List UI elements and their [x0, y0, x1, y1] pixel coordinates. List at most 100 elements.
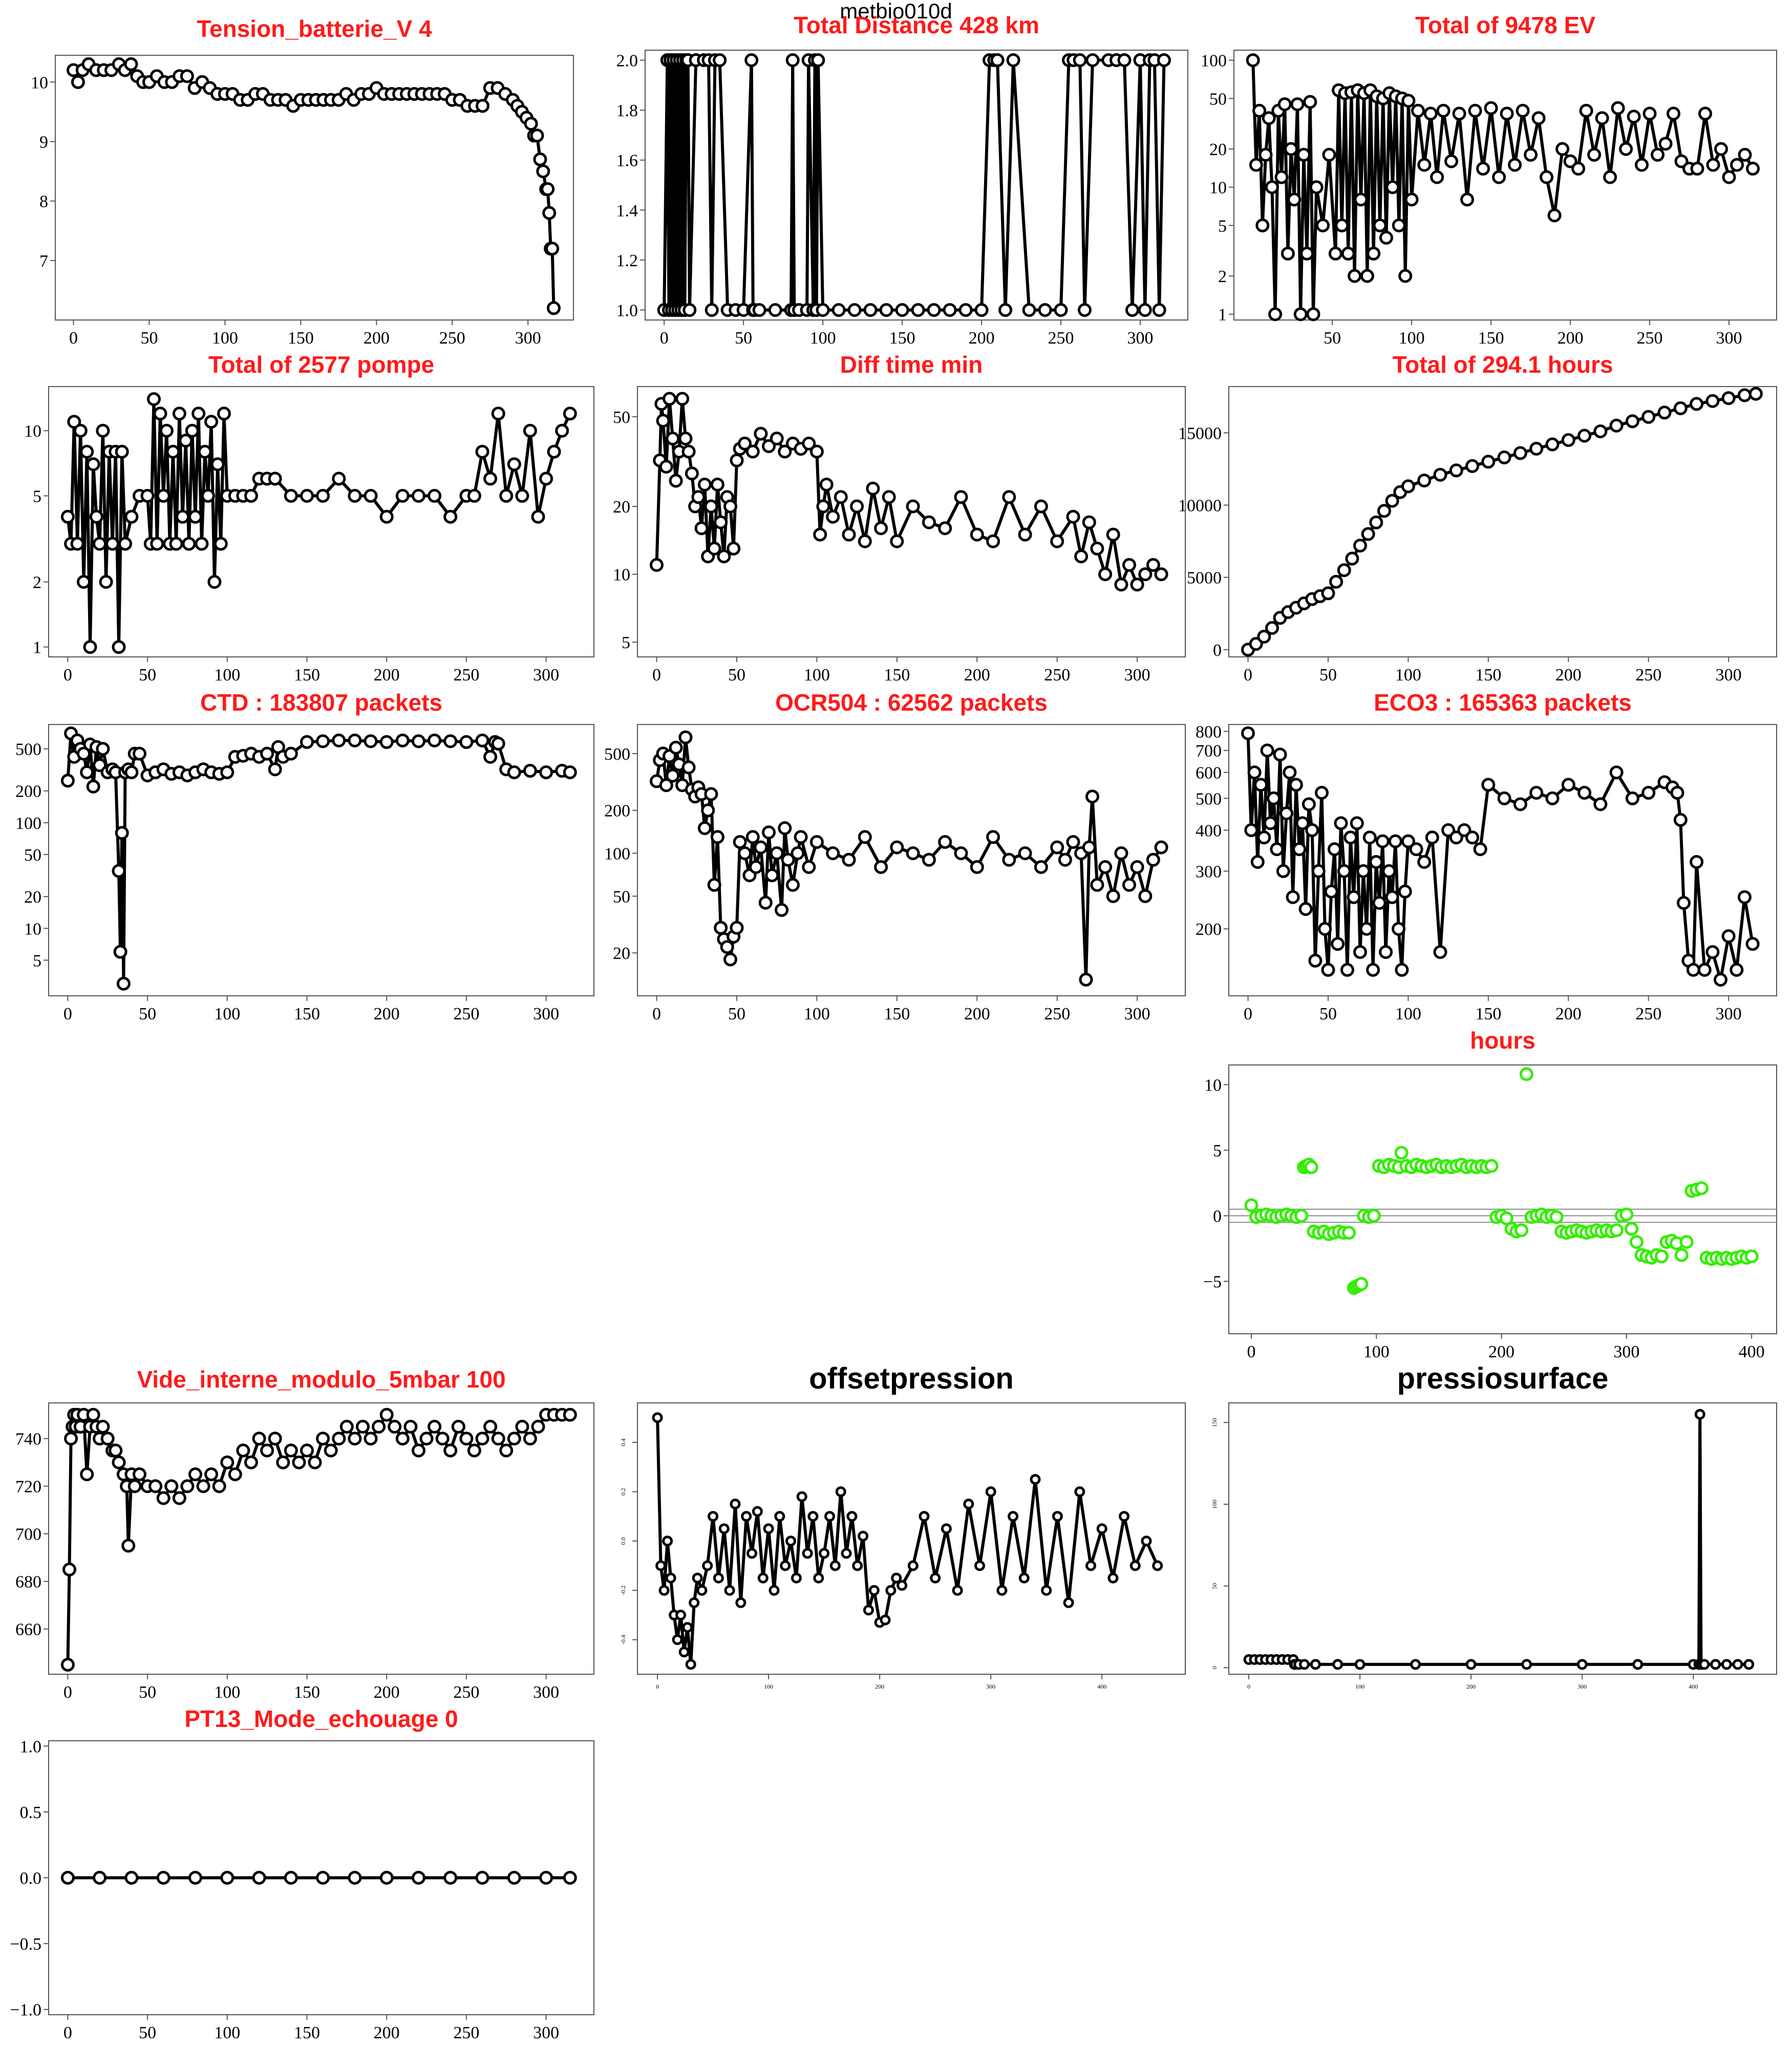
data-point	[744, 53, 759, 67]
data-point	[97, 63, 111, 77]
data-point	[850, 499, 864, 514]
x-tick-label: 50	[1319, 666, 1337, 685]
data-point	[1271, 1654, 1282, 1665]
data-point	[1337, 1226, 1351, 1240]
data-point	[874, 521, 888, 536]
data-point	[1385, 180, 1400, 195]
data-point	[1382, 1158, 1396, 1172]
data-point	[1475, 1159, 1488, 1173]
x-tick-label: 250	[453, 1683, 479, 1702]
data-point	[768, 303, 782, 317]
data-point	[786, 878, 800, 892]
data-point	[718, 1523, 730, 1534]
data-point	[1529, 785, 1544, 800]
data-point	[1695, 1659, 1706, 1670]
data-point	[1635, 158, 1649, 172]
data-point	[710, 477, 724, 492]
data-point	[890, 534, 904, 548]
data-point	[729, 303, 743, 317]
data-point	[491, 1432, 505, 1446]
data-point	[1430, 1158, 1443, 1172]
data-point	[1324, 884, 1338, 899]
data-point	[907, 1560, 919, 1571]
data-point	[1101, 53, 1116, 67]
chart-title: Diff time min	[840, 351, 983, 378]
data-point	[1398, 269, 1413, 283]
data-point	[1260, 743, 1274, 758]
data-point	[308, 1455, 322, 1469]
data-point	[1332, 83, 1346, 97]
x-tick-label: 50	[139, 1005, 156, 1023]
data-point	[1476, 161, 1490, 176]
data-point	[733, 442, 747, 456]
data-point	[666, 769, 680, 783]
data-point	[1309, 180, 1324, 195]
data-point	[1328, 842, 1341, 857]
data-point	[802, 860, 816, 874]
y-tick-label: 5	[1213, 1141, 1222, 1160]
x-tick-label: 100	[810, 329, 836, 348]
data-point	[1593, 424, 1608, 438]
data-point	[348, 1871, 362, 1885]
data-point	[1290, 97, 1305, 112]
data-point	[1265, 621, 1279, 635]
data-point	[187, 81, 202, 95]
data-point	[1078, 303, 1092, 317]
data-point	[1082, 515, 1096, 529]
data-point	[1143, 53, 1157, 67]
data-point	[707, 878, 721, 892]
data-point	[1018, 1572, 1030, 1584]
data-point	[124, 1871, 139, 1885]
series-line	[66, 1409, 570, 1665]
x-tick-label: 400	[1097, 1683, 1106, 1690]
data-point	[919, 1511, 930, 1522]
data-point	[124, 509, 139, 524]
data-point	[1338, 86, 1352, 100]
series-line	[66, 399, 572, 647]
data-point	[1710, 1251, 1724, 1265]
data-point	[653, 453, 667, 467]
data-point	[83, 640, 97, 654]
data-point	[717, 549, 731, 564]
data-point	[1516, 103, 1530, 118]
data-point	[332, 1432, 346, 1446]
data-point	[244, 488, 258, 503]
data-point	[75, 63, 90, 77]
data-point	[710, 830, 724, 844]
y-tick-label: 660	[15, 1620, 41, 1639]
data-point	[104, 63, 118, 77]
data-point	[665, 1572, 676, 1584]
data-point	[1366, 963, 1380, 977]
y-tick-label: 2	[33, 573, 41, 592]
data-point	[1129, 1560, 1141, 1571]
x-tick-label: 50	[1324, 329, 1341, 348]
data-point	[1690, 161, 1704, 176]
data-point	[354, 87, 369, 101]
data-point	[1724, 1252, 1739, 1266]
data-point	[1423, 106, 1438, 121]
data-point	[895, 303, 909, 317]
data-point	[670, 53, 684, 67]
data-point	[112, 1455, 126, 1469]
plot-frame	[48, 1402, 594, 1675]
data-point	[1362, 1210, 1376, 1224]
data-point	[248, 87, 263, 101]
data-point	[133, 746, 146, 761]
data-point	[64, 1432, 78, 1446]
data-point	[1587, 147, 1602, 162]
data-point	[284, 1443, 298, 1458]
y-tick-label: 15000	[1178, 424, 1222, 443]
data-point	[696, 1585, 708, 1596]
data-point	[156, 488, 170, 503]
data-point	[395, 488, 410, 503]
data-point	[96, 423, 110, 438]
data-point	[252, 1871, 266, 1885]
data-point	[667, 53, 681, 67]
data-point	[1266, 1654, 1276, 1665]
data-point	[675, 392, 690, 406]
data-point	[794, 442, 808, 456]
data-point	[738, 436, 752, 451]
data-point	[1732, 1659, 1743, 1670]
